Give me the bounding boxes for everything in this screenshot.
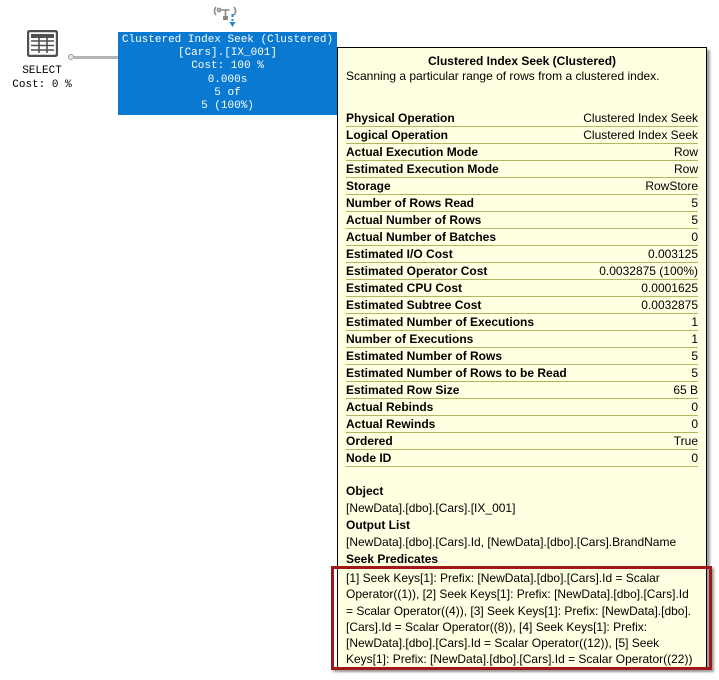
property-value: RowStore <box>645 179 698 193</box>
table-row: Logical Operation Clustered Index Seek <box>346 127 698 144</box>
table-row: Estimated Number of Rows 5 <box>346 348 698 365</box>
property-label: Number of Rows Read <box>346 196 475 210</box>
property-label: Estimated Number of Executions <box>346 315 535 329</box>
table-row: Physical Operation Clustered Index Seek <box>346 110 698 127</box>
operator-tooltip: Clustered Index Seek (Clustered) Scannin… <box>337 47 707 668</box>
object-section-header: Object <box>346 484 384 498</box>
property-label: Actual Number of Rows <box>346 213 482 227</box>
table-row: Node ID 0 <box>346 450 698 467</box>
property-value: True <box>673 434 698 448</box>
property-value: 1 <box>691 315 698 329</box>
property-value: Clustered Index Seek <box>583 111 698 125</box>
property-label: Actual Execution Mode <box>346 145 479 159</box>
table-row: Number of Executions 1 <box>346 331 698 348</box>
property-grid: Physical Operation Clustered Index Seek L… <box>346 110 698 467</box>
property-label: Estimated I/O Cost <box>346 247 453 261</box>
property-value: Row <box>673 145 698 159</box>
clustered-index-seek-icon[interactable] <box>211 2 241 35</box>
property-label: Estimated CPU Cost <box>346 281 463 295</box>
property-label: Ordered <box>346 434 393 448</box>
property-label: Estimated Number of Rows to be Read <box>346 366 567 380</box>
table-row: Actual Execution Mode Row <box>346 144 698 161</box>
property-label: Storage <box>346 179 391 193</box>
select-operator-node[interactable]: SELECT Cost: 0 % <box>2 29 82 92</box>
property-label: Estimated Row Size <box>346 383 460 397</box>
table-row: Estimated Operator Cost 0.0032875 (100%) <box>346 263 698 280</box>
table-row: Estimated Subtree Cost 0.0032875 <box>346 297 698 314</box>
output-list-section-value: [NewData].[dbo].[Cars].Id, [NewData].[db… <box>346 535 677 549</box>
property-value: 1 <box>691 332 698 346</box>
property-value: 5 <box>691 213 698 227</box>
property-value: Clustered Index Seek <box>583 128 698 142</box>
plan-edge <box>74 56 118 59</box>
property-label: Estimated Execution Mode <box>346 162 499 176</box>
property-value: 0 <box>691 230 698 244</box>
seek-predicates-section-header: Seek Predicates <box>346 552 439 566</box>
table-row: Actual Rewinds 0 <box>346 416 698 433</box>
seek-node-line: 5 of <box>214 86 241 99</box>
table-row: Actual Number of Batches 0 <box>346 229 698 246</box>
output-list-section-header: Output List <box>346 518 410 532</box>
object-section-value: [NewData].[dbo].[Cars].[IX_001] <box>346 501 516 515</box>
table-row: Number of Rows Read 5 <box>346 195 698 212</box>
property-label: Estimated Operator Cost <box>346 264 488 278</box>
property-value: 5 <box>691 196 698 210</box>
property-value: 0.0001625 <box>641 281 698 295</box>
result-table-icon <box>2 29 82 61</box>
tooltip-description: Scanning a particular range of rows from… <box>346 69 660 83</box>
table-row: Estimated Row Size 65 B <box>346 382 698 399</box>
property-value: Row <box>673 162 698 176</box>
property-value: 5 <box>691 349 698 363</box>
table-row: Estimated I/O Cost 0.003125 <box>346 246 698 263</box>
property-value: 0 <box>691 417 698 431</box>
property-label: Number of Executions <box>346 332 474 346</box>
table-row: Actual Number of Rows 5 <box>346 212 698 229</box>
seek-node-line: Clustered Index Seek (Clustered) <box>121 34 334 46</box>
table-row: Estimated Number of Executions 1 <box>346 314 698 331</box>
table-row: Estimated Execution Mode Row <box>346 161 698 178</box>
property-label: Actual Number of Batches <box>346 230 497 244</box>
property-label: Estimated Number of Rows <box>346 349 503 363</box>
tooltip-sections: Object [NewData].[dbo].[Cars].[IX_001] O… <box>346 483 698 668</box>
property-value: 65 B <box>673 383 698 397</box>
property-label: Physical Operation <box>346 111 455 125</box>
seek-predicates-text: [1] Seek Keys[1]: Prefix: [NewData].[dbo… <box>346 571 693 667</box>
property-label: Actual Rewinds <box>346 417 436 431</box>
seek-node-line: [Cars].[IX_001] <box>177 47 278 60</box>
edge-endpoint-dot <box>68 54 74 60</box>
table-row: Estimated Number of Rows to be Read 5 <box>346 365 698 382</box>
property-value: 0 <box>691 400 698 414</box>
tooltip-title: Clustered Index Seek (Clustered) <box>427 54 617 68</box>
property-value: 5 <box>691 366 698 380</box>
property-value: 0.003125 <box>647 247 698 261</box>
property-value: 0.0032875 <box>641 298 698 312</box>
seek-node-line: Cost: 100 % <box>191 60 264 73</box>
property-label: Actual Rebinds <box>346 400 434 414</box>
property-label: Node ID <box>346 451 392 465</box>
table-row: Storage RowStore <box>346 178 698 195</box>
seek-node-line: 0.000s <box>207 73 248 86</box>
table-row: Actual Rebinds 0 <box>346 399 698 416</box>
property-label: Estimated Subtree Cost <box>346 298 482 312</box>
seek-node-line: 5 (100%) <box>201 100 254 113</box>
table-row: Ordered True <box>346 433 698 450</box>
select-node-label: SELECT <box>22 65 62 77</box>
property-value: 0.0032875 (100%) <box>599 264 698 278</box>
clustered-index-seek-node[interactable]: Clustered Index Seek (Clustered) [Cars].… <box>118 32 337 115</box>
select-node-cost: Cost: 0 % <box>12 79 72 91</box>
property-label: Logical Operation <box>346 128 449 142</box>
table-row: Estimated CPU Cost 0.0001625 <box>346 280 698 297</box>
property-value: 0 <box>691 451 698 465</box>
